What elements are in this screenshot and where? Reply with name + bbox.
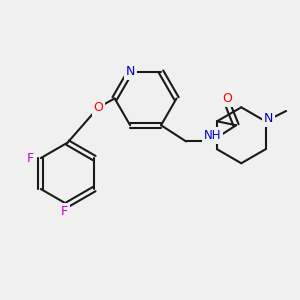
Text: O: O <box>222 92 232 105</box>
Text: F: F <box>27 152 34 165</box>
Text: F: F <box>61 205 68 218</box>
Text: N: N <box>125 65 135 78</box>
Text: N: N <box>264 112 273 125</box>
Text: O: O <box>94 101 103 114</box>
Text: NH: NH <box>204 129 221 142</box>
